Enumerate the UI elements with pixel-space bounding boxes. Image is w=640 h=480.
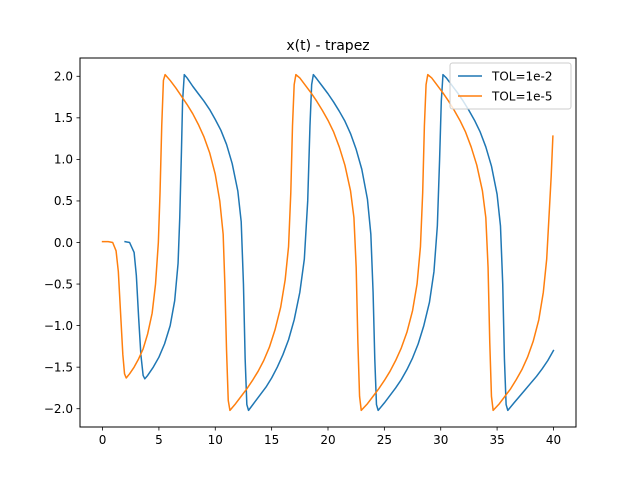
y-tick-label: −1.5 <box>44 360 73 374</box>
x-tick-label: 0 <box>99 433 107 447</box>
y-tick-label: 1.5 <box>54 111 73 125</box>
y-tick-label: 0.0 <box>54 236 73 250</box>
y-tick-label: −1.0 <box>44 319 73 333</box>
plot-area <box>101 73 555 412</box>
y-tick-label: −0.5 <box>44 277 73 291</box>
chart-title: x(t) - trapez <box>286 38 369 54</box>
x-tick-label: 20 <box>320 433 335 447</box>
x-tick-label: 35 <box>489 433 504 447</box>
y-tick-label: 0.5 <box>54 194 73 208</box>
series-line-1 <box>124 73 555 412</box>
y-axis: −2.0 −1.5 −1.0 −0.5 0.0 0.5 1.0 1.5 2.0 <box>44 70 80 416</box>
legend-box <box>449 62 572 110</box>
x-tick-label: 15 <box>264 433 279 447</box>
x-tick-label: 5 <box>155 433 163 447</box>
x-tick-label: 25 <box>377 433 392 447</box>
x-tick-label: 40 <box>546 433 561 447</box>
x-axis: 0 5 10 15 20 25 30 35 40 <box>99 427 561 447</box>
legend-label-1: TOL=1e-2 <box>491 69 553 83</box>
legend: TOL=1e-2 TOL=1e-5 <box>449 62 572 110</box>
y-tick-label: −2.0 <box>44 402 73 416</box>
series-line-2 <box>101 73 554 412</box>
y-tick-label: 1.0 <box>54 153 73 167</box>
x-tick-label: 10 <box>208 433 223 447</box>
legend-label-2: TOL=1e-5 <box>491 89 553 103</box>
x-tick-label: 30 <box>433 433 448 447</box>
y-tick-label: 2.0 <box>54 70 73 84</box>
